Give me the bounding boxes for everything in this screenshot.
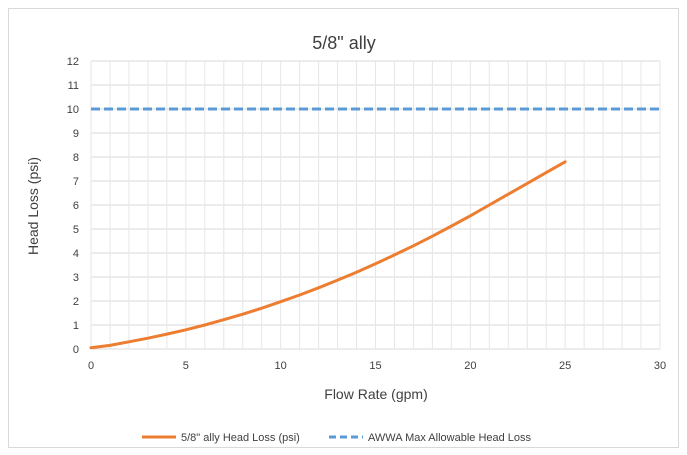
series-lines bbox=[89, 107, 660, 350]
chart-area bbox=[8, 8, 679, 448]
y-tick-label: 7 bbox=[73, 176, 79, 188]
x-axis-label: Flow Rate (gpm) bbox=[324, 386, 427, 402]
x-tick-label: 10 bbox=[275, 360, 287, 372]
y-tick-label: 0 bbox=[73, 344, 79, 356]
gridlines bbox=[90, 60, 661, 350]
x-axis-ticks: 0 5 10 15 20 25 30 bbox=[88, 360, 666, 372]
y-axis-label: Head Loss (psi) bbox=[25, 157, 41, 255]
legend-label-awwa-max: AWWA Max Allowable Head Loss bbox=[368, 432, 532, 444]
x-tick-label: 30 bbox=[654, 360, 666, 372]
legend-label-head-loss: 5/8" ally Head Loss (psi) bbox=[181, 432, 300, 444]
y-tick-label: 4 bbox=[73, 248, 79, 260]
y-tick-label: 11 bbox=[68, 80, 79, 92]
x-tick-label: 5 bbox=[183, 360, 189, 372]
x-tick-label: 15 bbox=[369, 360, 381, 372]
y-tick-label: 6 bbox=[73, 200, 79, 212]
y-tick-label: 12 bbox=[67, 56, 79, 68]
legend: 5/8" ally Head Loss (psi) AWWA Max Allowa… bbox=[142, 432, 532, 444]
y-tick-label: 2 bbox=[73, 296, 79, 308]
head-loss-series-line bbox=[89, 160, 567, 350]
y-tick-label: 9 bbox=[73, 128, 79, 140]
y-tick-label: 10 bbox=[67, 104, 79, 116]
y-tick-label: 3 bbox=[73, 272, 79, 284]
x-tick-label: 20 bbox=[464, 360, 476, 372]
y-tick-label: 5 bbox=[73, 224, 79, 236]
y-tick-label: 8 bbox=[73, 152, 79, 164]
x-tick-label: 0 bbox=[88, 360, 94, 372]
x-tick-label: 25 bbox=[559, 360, 571, 372]
y-tick-label: 1 bbox=[73, 320, 79, 332]
chart-title: 5/8" ally bbox=[312, 33, 375, 53]
